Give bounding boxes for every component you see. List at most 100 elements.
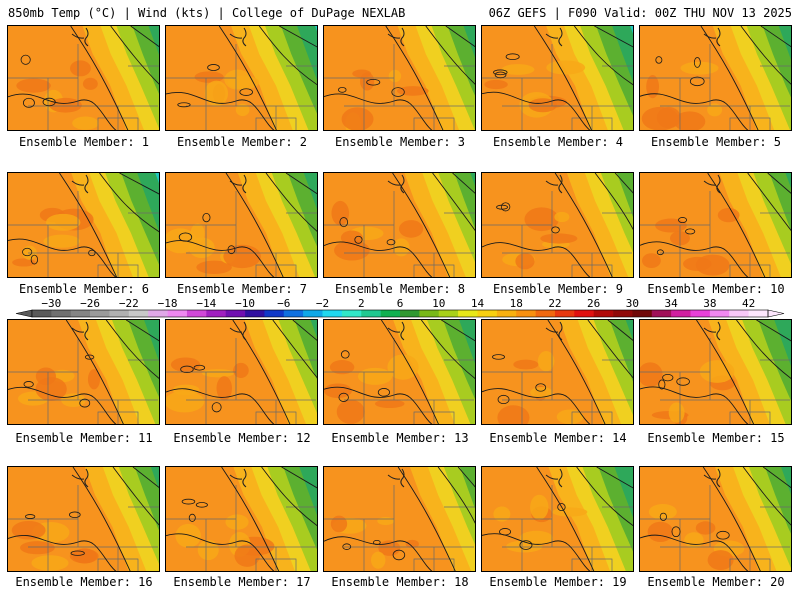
warm-anomaly-patch <box>87 369 101 390</box>
warm-anomaly-patch <box>72 116 99 130</box>
colorbar-tick-label: 22 <box>548 297 562 310</box>
colorbar-swatch <box>690 310 711 317</box>
ensemble-member-label: Ensemble Member: 5 <box>650 135 782 149</box>
warm-anomaly-patch <box>49 97 82 113</box>
state-borders <box>324 485 475 571</box>
warm-anomaly-patch <box>387 354 419 380</box>
contour-closed <box>84 354 95 360</box>
ensemble-member-map <box>165 25 318 131</box>
contour-closed <box>195 502 208 508</box>
contour-line <box>707 173 766 277</box>
contour-closed <box>689 76 705 87</box>
contour-line <box>397 467 456 571</box>
contour-closed <box>500 202 511 212</box>
warm-anomaly-patch <box>45 213 81 231</box>
contour-closed <box>366 78 381 86</box>
warm-anomaly-patch <box>513 359 539 370</box>
temperature-band <box>616 173 633 218</box>
warm-anomaly-patch <box>69 548 99 564</box>
ensemble-member-label: Ensemble Member: 17 <box>173 575 311 589</box>
warm-anomaly-patch <box>398 220 424 238</box>
temperature-band <box>630 26 633 34</box>
colorbar-tick-label: 6 <box>396 297 404 310</box>
contour-line <box>65 320 124 424</box>
warm-anomaly-patch <box>175 523 201 548</box>
warm-anomaly-patch <box>201 369 235 378</box>
contour-line <box>59 173 118 277</box>
ensemble-member-label: Ensemble Member: 8 <box>334 282 466 296</box>
colorbar-tick-label: −26 <box>80 297 101 310</box>
warm-anomaly-patch <box>70 60 91 77</box>
warm-anomaly-patch <box>357 367 393 385</box>
contour-closed <box>391 87 405 97</box>
ensemble-member-map <box>639 172 792 278</box>
contour-line <box>607 320 633 341</box>
colorbar-swatch <box>613 310 633 317</box>
contour-line <box>482 91 591 130</box>
contour-line <box>640 93 749 130</box>
ensemble-member-map <box>7 319 160 425</box>
contour-closed <box>658 379 666 390</box>
colorbar-tick-label: −2 <box>315 297 330 310</box>
ensemble-member-map <box>481 25 634 131</box>
contour-line <box>437 467 475 524</box>
state-borders <box>324 338 475 424</box>
contour-closed <box>535 383 547 392</box>
contour-line <box>385 26 444 130</box>
warm-anomaly-patch <box>20 541 55 555</box>
contour-line <box>596 467 633 489</box>
ensemble-member-map <box>7 172 160 278</box>
contour-closed <box>659 512 667 521</box>
ensemble-member-label: Ensemble Member: 2 <box>176 135 308 149</box>
contour-line <box>432 173 475 232</box>
warm-anomaly-patch <box>166 390 205 413</box>
colorbar-max-arrow <box>767 309 785 318</box>
contour-line <box>218 26 277 130</box>
contour-closed <box>386 239 396 246</box>
contour-closed <box>499 528 512 536</box>
ensemble-member-label: Ensemble Member: 16 <box>15 575 153 589</box>
contour-line <box>258 26 317 86</box>
warm-anomaly-patch <box>377 516 395 526</box>
colorbar-swatch <box>206 310 226 317</box>
contour-closed <box>716 530 730 540</box>
warm-anomaly-patch <box>388 69 402 83</box>
colorbar-swatch <box>32 310 52 317</box>
warm-anomaly-patch <box>234 544 260 567</box>
contour-closed <box>342 543 352 550</box>
ensemble-member-map <box>323 466 476 572</box>
contour-closed <box>338 87 347 93</box>
contour-closed <box>30 254 39 265</box>
state-borders <box>8 485 159 571</box>
colorbar-swatch <box>535 310 556 317</box>
contour-line <box>576 467 633 527</box>
warm-anomaly-patch <box>506 540 543 553</box>
contour-line <box>640 534 749 571</box>
coastline <box>545 174 563 194</box>
ensemble-member-map <box>639 319 792 425</box>
temperature-band <box>155 173 159 184</box>
warm-anomaly-patch <box>680 61 719 75</box>
colorbar-swatch <box>361 310 381 317</box>
ensemble-member-label: Ensemble Member: 11 <box>15 431 153 445</box>
colorbar-tick-label: 30 <box>625 297 640 310</box>
contour-line <box>119 173 159 195</box>
temperature-band <box>310 320 317 338</box>
warm-anomaly-patch <box>204 80 229 107</box>
contour-line <box>8 534 117 571</box>
warm-anomaly-patch <box>524 207 559 232</box>
contour-closed <box>25 514 36 519</box>
temperature-band <box>781 467 791 495</box>
coastline <box>229 468 247 488</box>
warm-anomaly-patch <box>695 521 716 535</box>
warm-anomaly-patch <box>11 520 46 540</box>
warm-anomaly-patch <box>647 521 674 543</box>
warm-anomaly-patch <box>552 507 588 517</box>
contour-line <box>8 238 117 277</box>
ensemble-member-label: Ensemble Member: 15 <box>647 431 785 445</box>
ensemble-member-map <box>323 25 476 131</box>
contour-closed <box>227 245 236 255</box>
contour-line <box>380 320 439 424</box>
contour-line <box>742 467 791 526</box>
contour-line <box>445 26 475 48</box>
